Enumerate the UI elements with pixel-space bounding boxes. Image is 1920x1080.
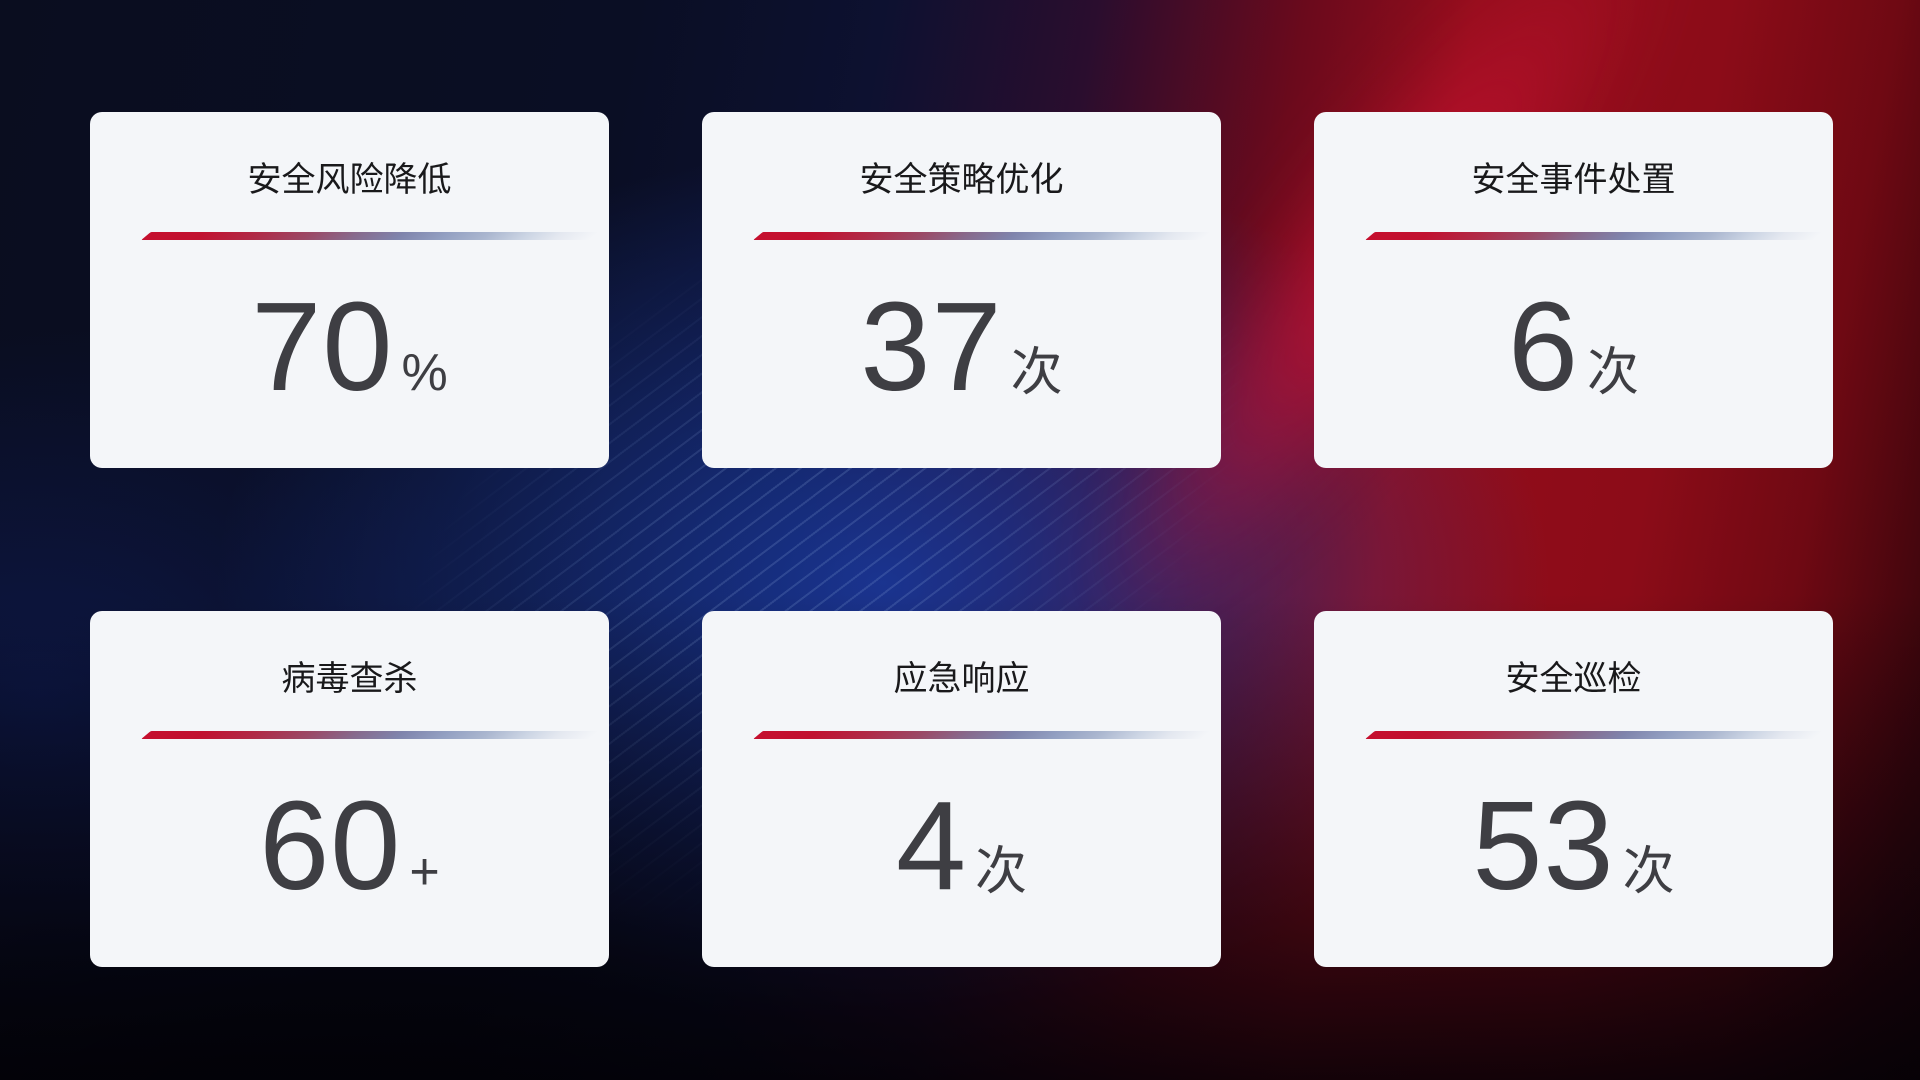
stat-card-title: 安全策略优化 — [859, 161, 1064, 199]
stat-card-risk-reduction: 安全风险降低 70% — [90, 112, 609, 468]
stat-value: 60 — [259, 775, 402, 916]
stat-value: 53 — [1472, 775, 1615, 916]
stat-card-title: 安全风险降低 — [247, 161, 452, 199]
stat-card-virus-scan: 病毒查杀 60 + — [90, 611, 609, 967]
stat-value-row: 37 次 — [702, 284, 1221, 410]
stat-value-unit: 次 — [1010, 344, 1063, 402]
stat-value-row: 60 + — [90, 783, 609, 909]
stat-card-title: 安全事件处置 — [1471, 161, 1676, 199]
stat-card-policy-optimization: 安全策略优化 37 次 — [702, 112, 1221, 468]
stat-value: 4 — [895, 775, 968, 916]
stat-value-row: 70% — [90, 284, 609, 410]
divider-gradient-bar — [141, 731, 604, 739]
stat-card-security-inspection: 安全巡检 53 次 — [1314, 611, 1833, 967]
stat-value-unit: + — [409, 843, 440, 901]
divider-gradient-bar — [141, 232, 604, 240]
stat-value-unit: % — [401, 344, 448, 402]
stat-value-unit: 次 — [1587, 344, 1640, 402]
stat-value-unit: 次 — [975, 843, 1028, 901]
stat-value-unit: 次 — [1622, 843, 1675, 901]
stat-card-title: 病毒查杀 — [281, 660, 418, 698]
divider-gradient-bar — [1365, 731, 1828, 739]
stat-value-row: 53 次 — [1314, 783, 1833, 909]
stat-value: 6 — [1507, 276, 1580, 417]
divider-gradient-bar — [753, 731, 1216, 739]
stat-value: 37 — [860, 276, 1003, 417]
stat-card-title: 安全巡检 — [1505, 660, 1642, 698]
divider-gradient-bar — [753, 232, 1216, 240]
stat-card-title: 应急响应 — [893, 660, 1030, 698]
stat-value: 70 — [251, 276, 394, 417]
divider-gradient-bar — [1365, 232, 1828, 240]
